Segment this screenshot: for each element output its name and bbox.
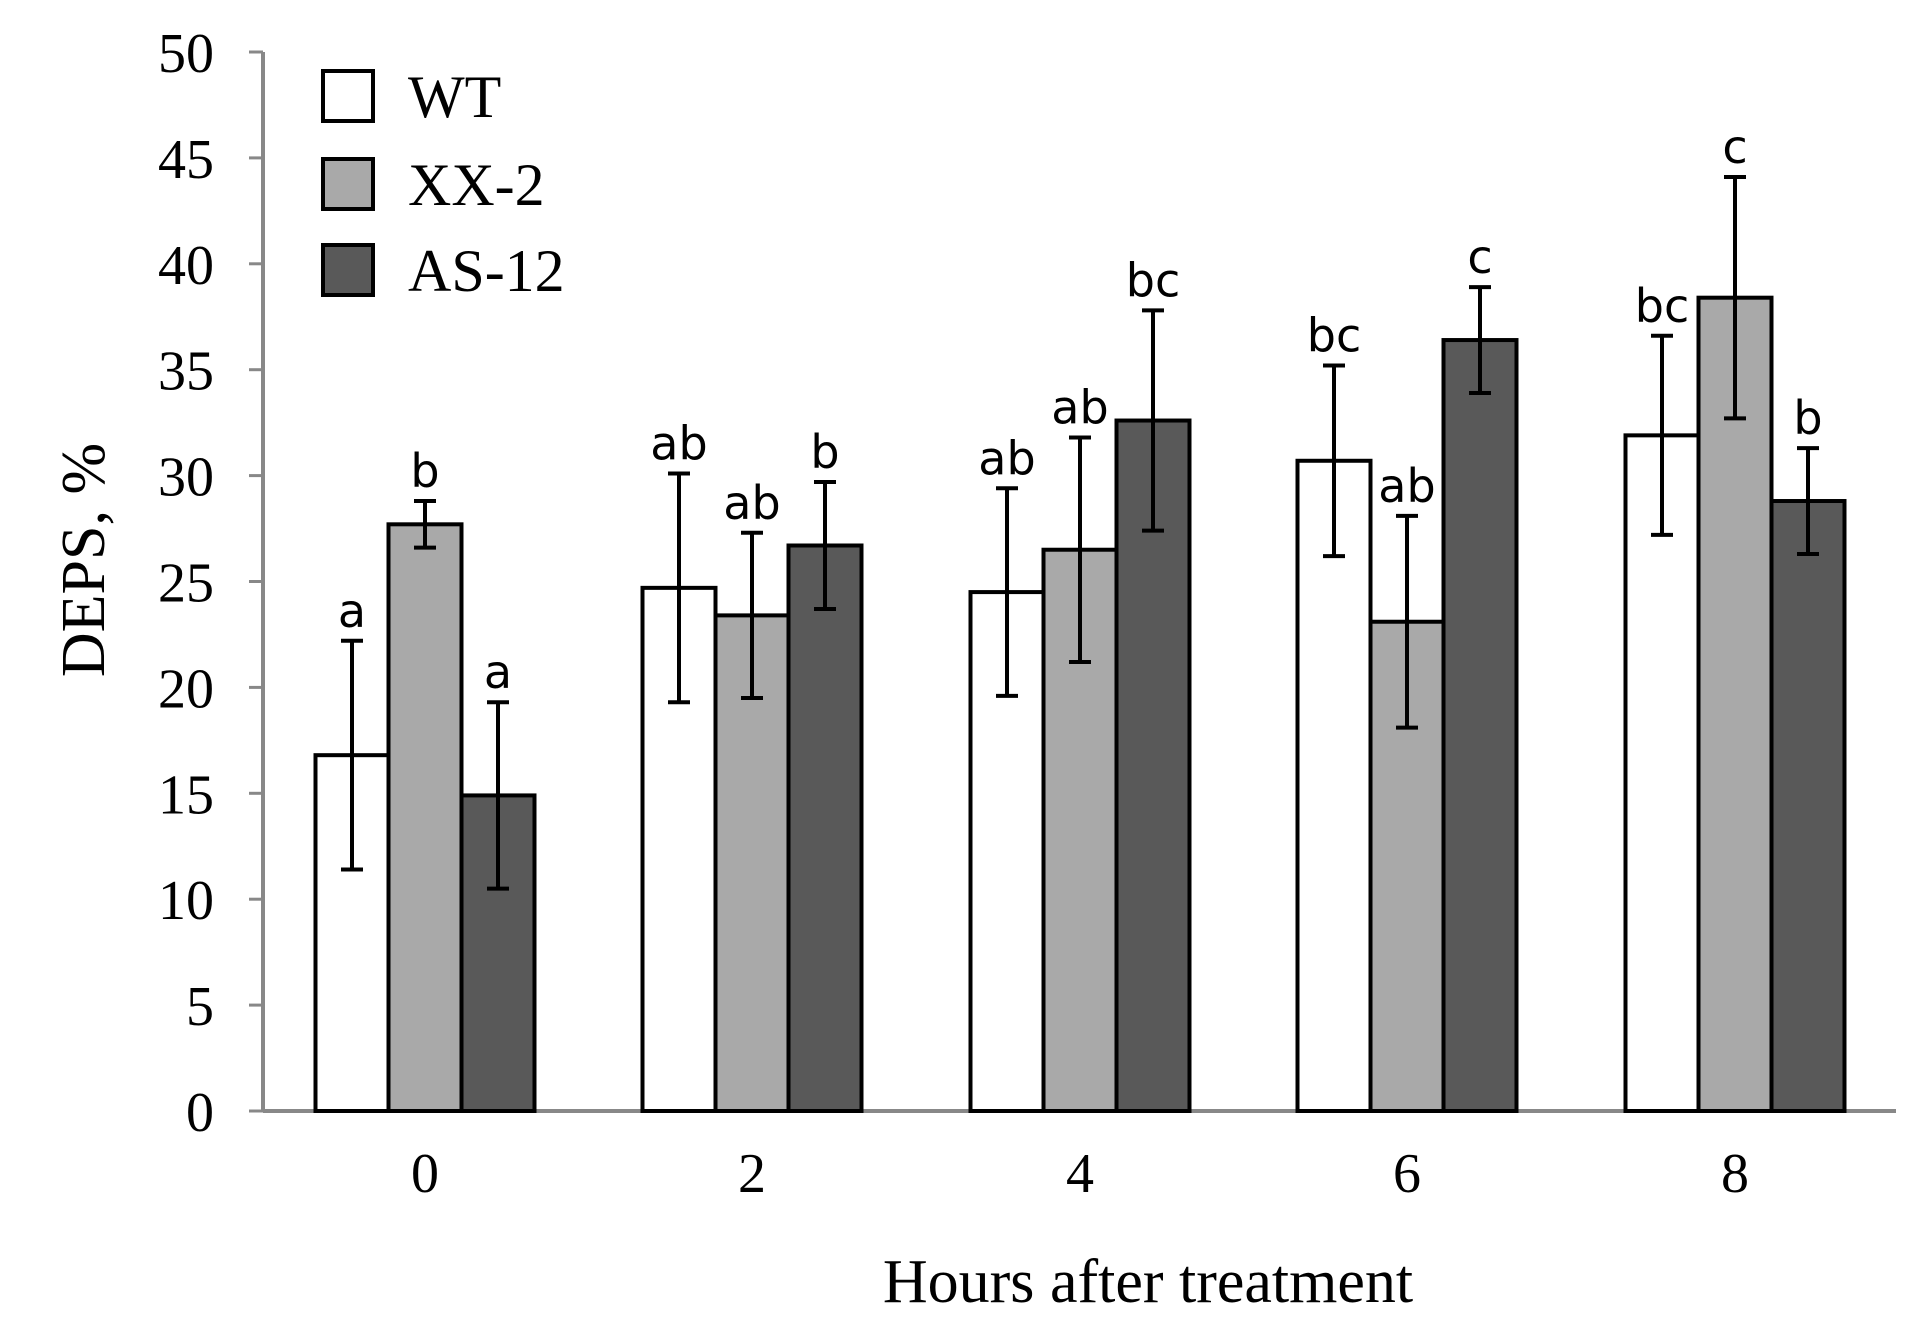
bar-as-12-8h	[1769, 499, 1847, 1113]
legend: WT XX-2 AS-12	[321, 64, 565, 304]
error-bar	[1069, 435, 1091, 664]
significance-letter: ab	[723, 476, 780, 530]
y-tick-label: 50	[158, 23, 214, 85]
significance-letter: bc	[1635, 279, 1690, 333]
bar-as-12-4h	[1114, 418, 1192, 1114]
x-tick-label: 8	[1721, 1143, 1749, 1205]
error-bar	[668, 471, 690, 705]
significance-letter: b	[410, 444, 439, 498]
y-tick-label: 30	[158, 447, 214, 509]
bar-as-12-6h	[1441, 338, 1519, 1114]
significance-letter: ab	[1051, 380, 1108, 434]
x-ticks: 0 2 4 6 8	[411, 1143, 1749, 1205]
legend-label-xx-2: XX-2	[408, 152, 545, 218]
error-bar	[1323, 363, 1345, 559]
error-bar	[996, 486, 1018, 698]
bar-wt-2h	[640, 585, 718, 1113]
error-bar	[1142, 308, 1164, 533]
significance-letter: b	[810, 425, 839, 479]
error-bars	[341, 174, 1819, 891]
y-tick-label: 10	[158, 870, 214, 932]
legend-swatch-as-12	[321, 243, 375, 297]
error-bar	[741, 530, 763, 700]
y-tick-label: 35	[158, 341, 214, 403]
error-bar	[341, 638, 363, 872]
error-bar	[414, 499, 436, 550]
error-bar	[1469, 285, 1491, 395]
significance-letter: ab	[1378, 459, 1435, 513]
y-axis-title: DEPS, %	[50, 443, 118, 677]
significance-letter: c	[1467, 230, 1492, 284]
legend-swatch-xx-2	[321, 157, 375, 211]
x-tick-label: 4	[1066, 1143, 1094, 1205]
error-bar	[1651, 333, 1673, 537]
error-bar	[1396, 513, 1418, 730]
y-tick-label: 40	[158, 235, 214, 297]
significance-letter: bc	[1126, 253, 1181, 307]
x-tick-label: 0	[411, 1143, 439, 1205]
error-bar	[814, 479, 836, 612]
x-tick-label: 6	[1393, 1143, 1421, 1205]
bar-wt-6h	[1295, 458, 1373, 1113]
y-tick-label: 45	[158, 129, 214, 191]
error-bar	[1797, 446, 1819, 556]
y-tick-label: 15	[158, 764, 214, 826]
x-tick-label: 2	[738, 1143, 766, 1205]
bar-xx-2-0h	[386, 522, 464, 1113]
bar-as-12-2h	[786, 543, 864, 1113]
legend-swatch-wt	[321, 69, 375, 123]
significance-letter: ab	[978, 431, 1035, 485]
y-ticks: 0 5 10 15 20 25 30 35 40 45 50	[158, 23, 263, 1144]
significance-letter: a	[338, 584, 366, 638]
y-tick-label: 5	[186, 976, 214, 1038]
significance-letter: ab	[650, 416, 707, 470]
significance-letter: bc	[1307, 308, 1362, 362]
significance-letter: b	[1793, 391, 1822, 445]
legend-label-wt: WT	[408, 64, 501, 130]
error-bar	[487, 700, 509, 891]
bar-wt-8h	[1623, 433, 1701, 1114]
y-tick-label: 25	[158, 553, 214, 615]
significance-letter: c	[1722, 120, 1747, 174]
x-axis-title: Hours after treatment	[883, 1248, 1413, 1316]
legend-label-as-12: AS-12	[408, 238, 565, 304]
significance-letter: a	[484, 645, 512, 699]
error-bar	[1724, 174, 1746, 421]
y-tick-label: 20	[158, 658, 214, 720]
y-tick-label: 0	[186, 1082, 214, 1144]
bar-xx-2-8h	[1696, 295, 1774, 1113]
